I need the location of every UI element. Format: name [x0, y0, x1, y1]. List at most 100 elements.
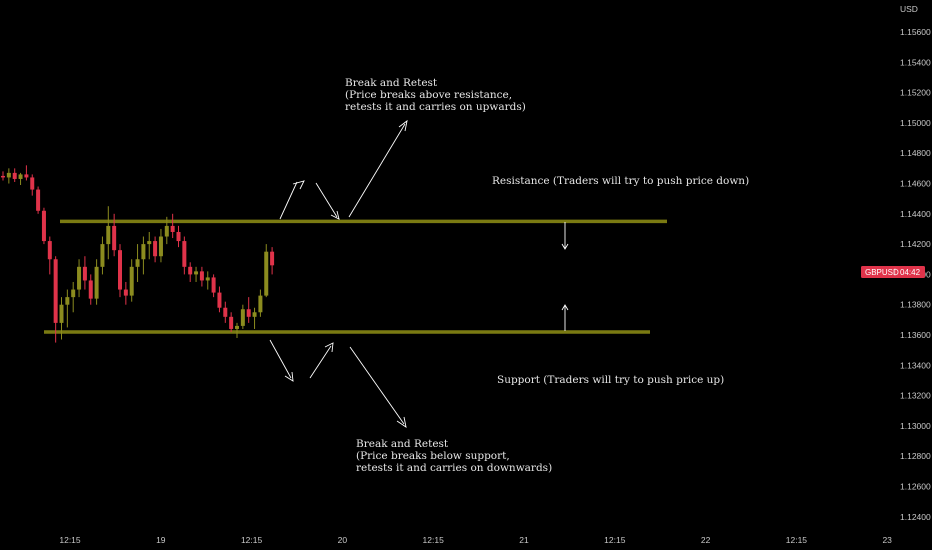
candle [1, 171, 5, 181]
candle [65, 289, 70, 328]
upper-note-line1: (Price breaks above resistance, [345, 89, 512, 101]
y-tick-label: 1.14200 [900, 239, 931, 249]
retest-down-arrowhead [330, 210, 340, 220]
currency-label: USD [900, 4, 918, 14]
candle [94, 259, 99, 305]
candle [199, 266, 204, 287]
candle [252, 307, 257, 329]
candle [129, 259, 134, 302]
candle [118, 244, 122, 298]
candle [141, 236, 146, 275]
break-up-arrow [279, 181, 298, 220]
resistance-push-arrowhead [561, 243, 569, 250]
candle [71, 281, 76, 313]
candle [82, 256, 87, 290]
candle [188, 262, 193, 282]
y-tick-label: 1.13200 [900, 391, 931, 401]
break-up-arrowhead [292, 180, 305, 190]
x-tick-label: 19 [156, 535, 166, 545]
y-tick-label: 1.14800 [900, 148, 931, 158]
break-down-arrow [269, 339, 292, 379]
levels-layer [44, 219, 667, 334]
candle [53, 256, 58, 343]
candle [217, 286, 222, 313]
candle [246, 297, 251, 323]
candle [135, 244, 140, 282]
candle [153, 236, 158, 263]
candle [170, 213, 175, 239]
candle [240, 304, 245, 329]
break-down-arrowhead [284, 371, 294, 382]
support-label: Support (Traders will try to push price … [497, 374, 724, 386]
time-axis[interactable]: 12:15 19 12:15 20 12:15 21 12:15 22 12:15 23 [59, 535, 892, 545]
y-tick-label: 1.15200 [900, 88, 931, 98]
candle [205, 271, 210, 290]
candle [147, 231, 152, 260]
candle [106, 206, 111, 260]
candle [158, 228, 163, 263]
candle [6, 168, 11, 184]
candle [164, 216, 169, 245]
x-tick-label: 12:15 [786, 535, 808, 545]
y-tick-label: 1.13800 [900, 300, 931, 310]
continue-down-arrow [349, 346, 405, 425]
retest-up-arrow [309, 345, 332, 379]
x-tick-label: 12:15 [604, 535, 626, 545]
candles-layer [1, 165, 275, 343]
retest-up-arrowhead [324, 342, 334, 353]
price-tag-bg [861, 266, 925, 278]
lower-note-title: Break and Retest [356, 438, 449, 450]
candle [270, 247, 275, 275]
y-tick-label: 1.12400 [900, 512, 931, 522]
candle [258, 289, 263, 317]
symbol-label: GBPUSD [865, 268, 899, 277]
candle [24, 165, 29, 181]
arrow-drawings [269, 119, 569, 428]
candle [41, 207, 46, 245]
candle [100, 236, 105, 275]
y-tick-label: 1.15400 [900, 57, 931, 67]
candle [182, 236, 187, 275]
candle [176, 225, 181, 248]
candle [112, 213, 117, 257]
continue-up-arrowhead [398, 119, 408, 132]
x-tick-label: 12:15 [423, 535, 445, 545]
countdown-label: 04:42 [900, 268, 921, 277]
retest-down-arrow [315, 182, 338, 218]
candle [264, 244, 269, 298]
candle [59, 297, 64, 340]
candle [18, 172, 23, 186]
y-tick-label: 1.13000 [900, 421, 931, 431]
y-tick-label: 1.12800 [900, 451, 931, 461]
upper-note-line2: retests it and carries on upwards) [345, 101, 526, 113]
y-tick-label: 1.13600 [900, 330, 931, 340]
candle [36, 186, 41, 214]
x-tick-label: 20 [338, 535, 348, 545]
lower-note-line2: retests it and carries on downwards) [356, 462, 552, 474]
candle [12, 168, 17, 182]
y-tick-label: 1.13400 [900, 360, 931, 370]
y-tick-label: 1.15000 [900, 118, 931, 128]
y-tick-label: 1.15600 [900, 27, 931, 37]
candle [194, 266, 199, 282]
x-tick-label: 12:15 [59, 535, 81, 545]
symbol-price-tag[interactable]: GBPUSD 04:42 [861, 266, 925, 278]
y-tick-label: 1.14600 [900, 179, 931, 189]
candle [30, 174, 35, 196]
candle [123, 281, 128, 305]
candle [88, 274, 93, 305]
y-tick-label: 1.12600 [900, 482, 931, 492]
lower-note-line1: (Price breaks below support, [356, 450, 510, 462]
y-tick-label: 1.14400 [900, 209, 931, 219]
candle [223, 301, 228, 323]
candle [47, 236, 52, 275]
support-push-arrowhead [561, 304, 569, 311]
x-tick-label: 23 [882, 535, 892, 545]
x-tick-label: 21 [519, 535, 529, 545]
continue-down-arrowhead [396, 416, 407, 428]
continue-up-arrow [348, 123, 406, 218]
candle [229, 312, 234, 332]
upper-note-title: Break and Retest [345, 77, 438, 89]
x-tick-label: 12:15 [241, 535, 263, 545]
